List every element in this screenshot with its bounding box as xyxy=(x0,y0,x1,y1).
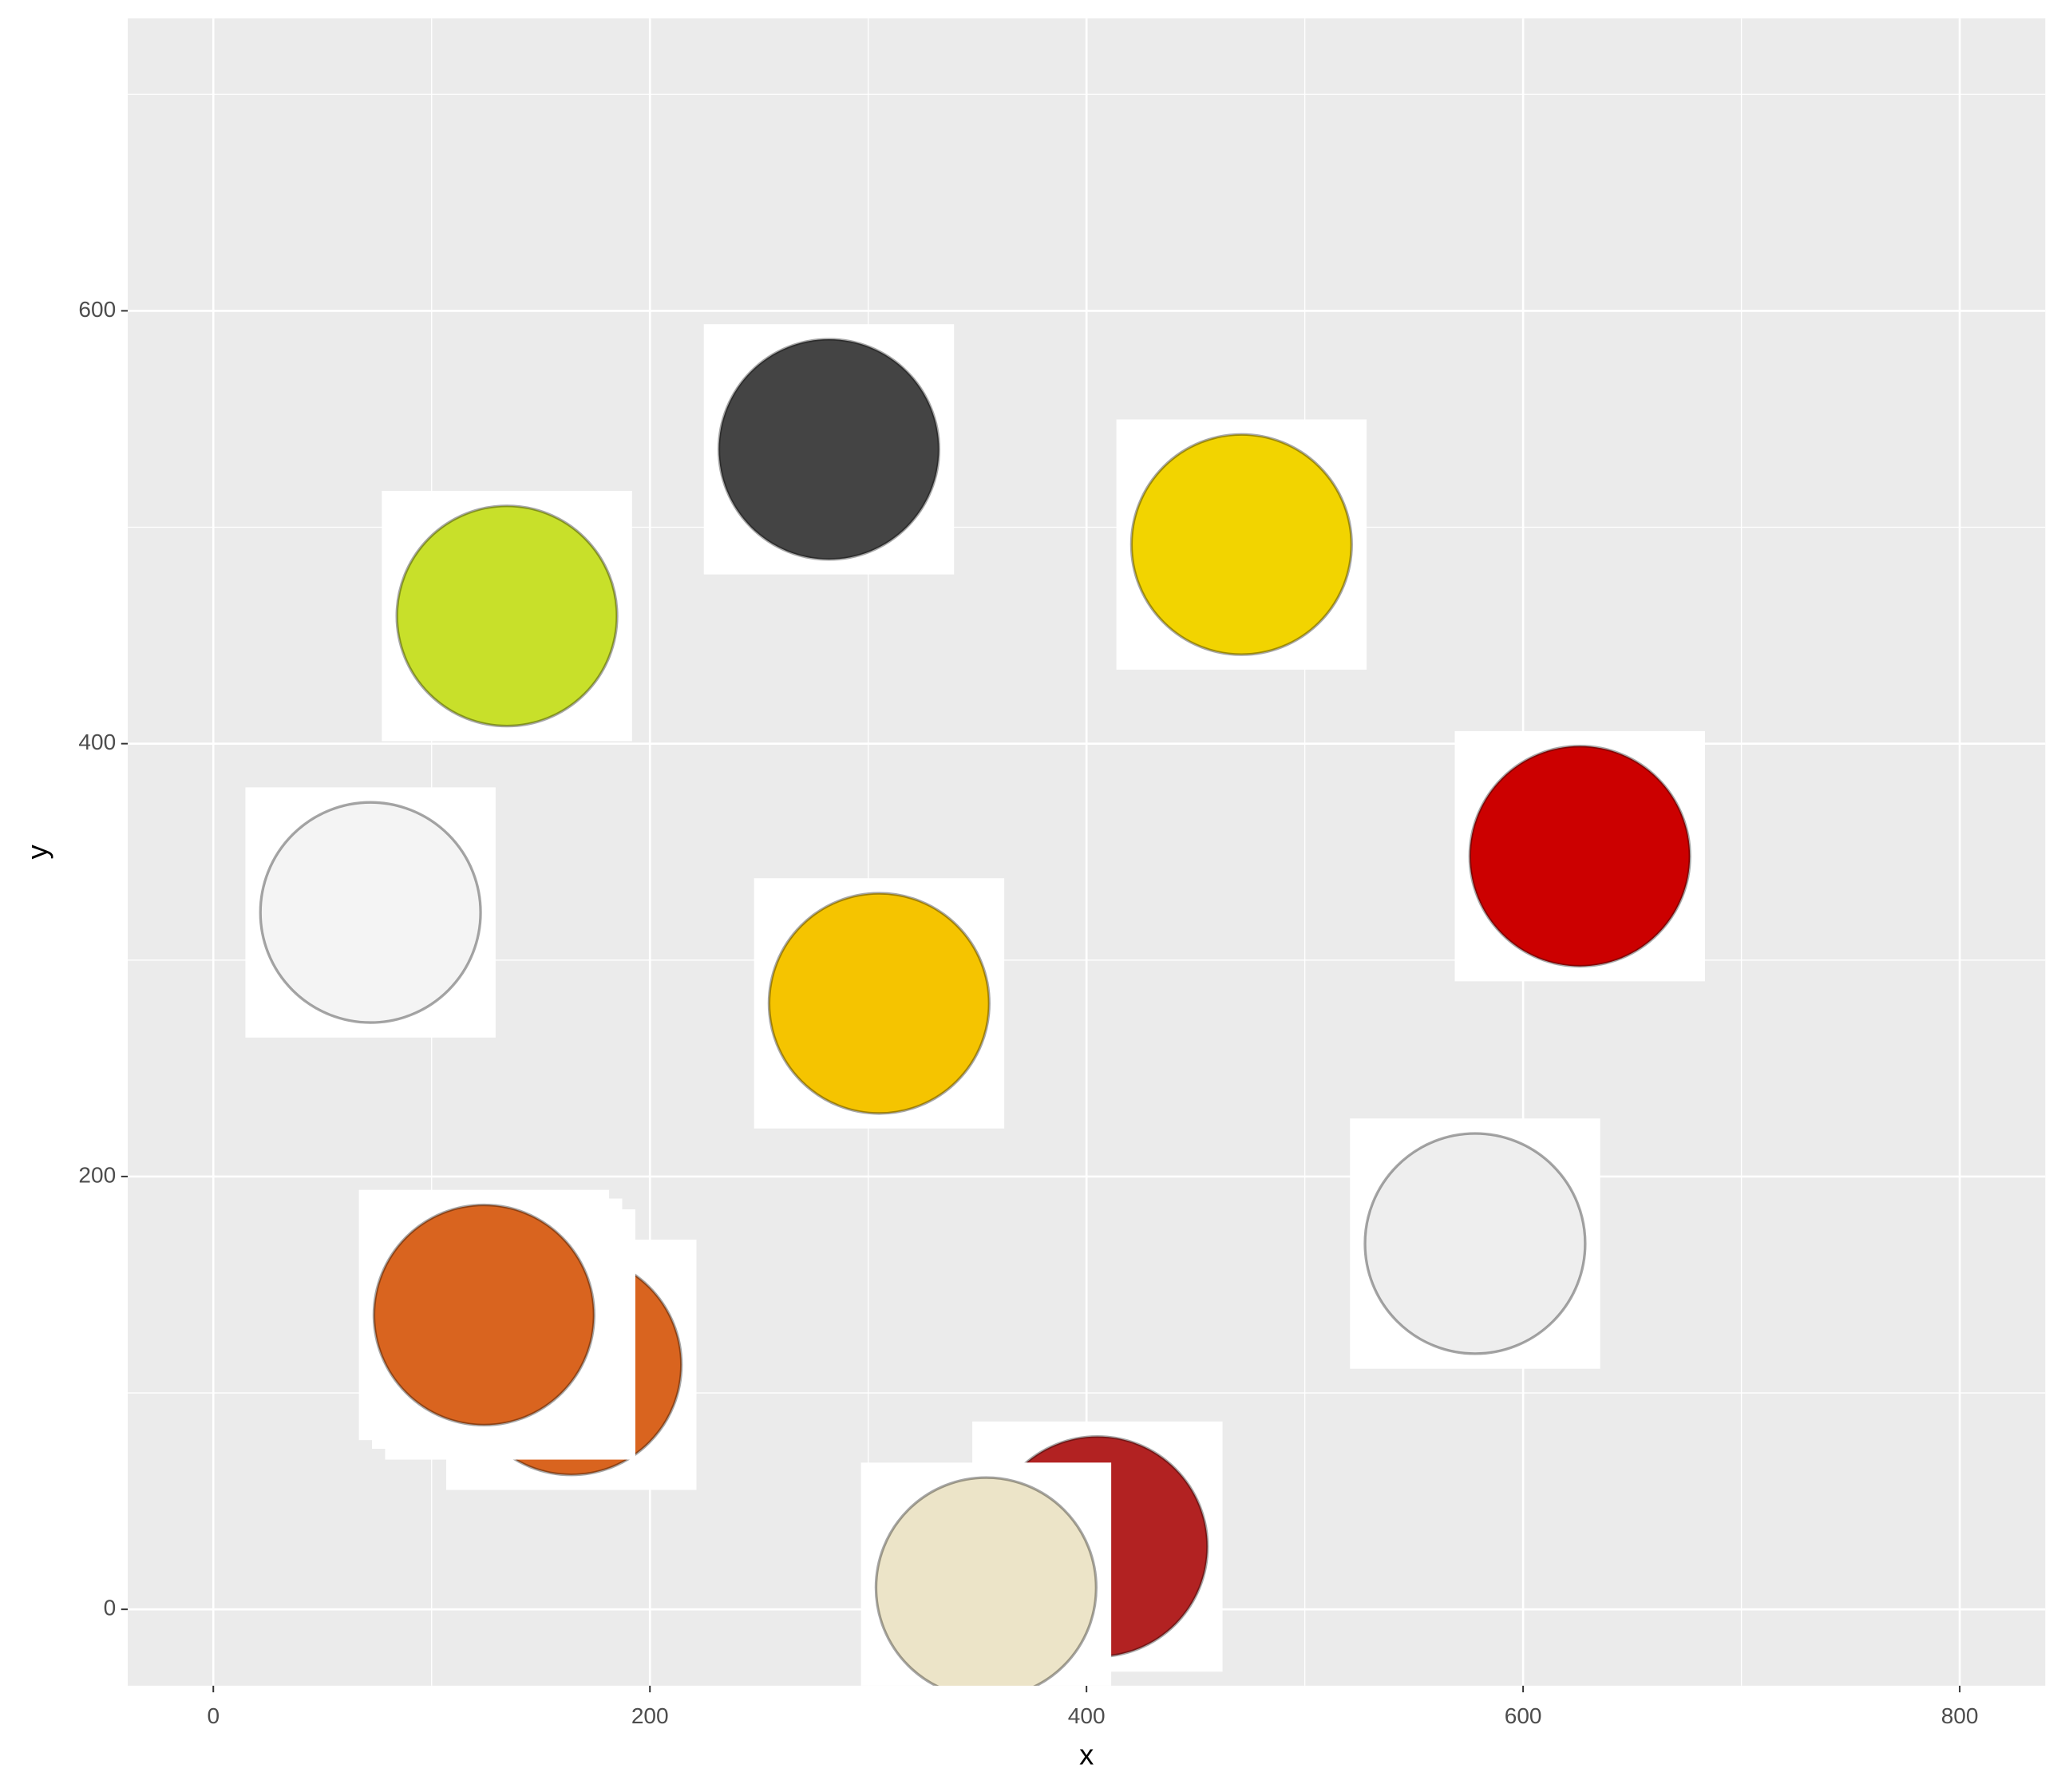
y-tick-label: 0 xyxy=(104,1596,117,1620)
image-object xyxy=(395,504,619,728)
image-object xyxy=(717,338,941,561)
x-tick-label: 200 xyxy=(631,1703,669,1728)
image-point xyxy=(1116,419,1367,670)
points xyxy=(245,324,1705,1686)
image-object xyxy=(767,892,991,1115)
x-tick-label: 600 xyxy=(1505,1703,1542,1728)
y-tick-label: 400 xyxy=(78,730,116,754)
plot: x y 0 200 400 600 800 0 200 400 600 xyxy=(21,18,2046,1771)
y-tick-label: 600 xyxy=(78,297,116,322)
y-tick-label: 200 xyxy=(78,1162,116,1187)
image-object xyxy=(1363,1132,1587,1355)
x-axis-title: x xyxy=(1079,1739,1094,1771)
image-object xyxy=(1468,745,1691,968)
y-axis-title: y xyxy=(21,845,53,860)
image-point xyxy=(1350,1118,1600,1369)
x-tick-label: 0 xyxy=(207,1703,220,1728)
image-point xyxy=(860,1462,1112,1686)
image-point xyxy=(358,1189,610,1441)
image-point xyxy=(245,787,496,1038)
image-object xyxy=(372,1203,595,1427)
image-point xyxy=(754,878,1005,1129)
image-point xyxy=(1454,730,1705,982)
image-object xyxy=(874,1476,1098,1686)
x-tick-label: 400 xyxy=(1068,1703,1106,1728)
image-point xyxy=(703,324,955,575)
image-point xyxy=(382,490,632,742)
x-tick-label: 800 xyxy=(1941,1703,1979,1728)
image-object xyxy=(1129,433,1353,656)
image-object xyxy=(259,801,482,1024)
